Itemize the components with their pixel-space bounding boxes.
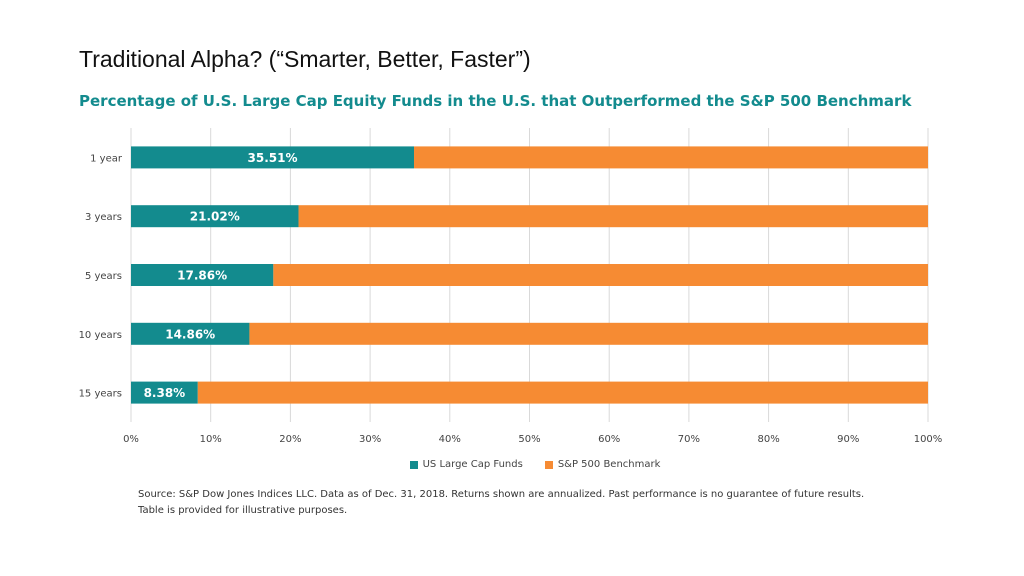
bar-benchmark — [197, 381, 929, 404]
x-tick-label: 50% — [518, 434, 540, 445]
slide-title: Traditional Alpha? (“Smarter, Better, Fa… — [79, 46, 531, 72]
x-tick-label: 80% — [757, 434, 779, 445]
data-label: 17.86% — [177, 269, 227, 283]
labels: 0% 10% 20% 30% 40% 50% 60% 70% 80% 90% 100% 35.51% 1… — [79, 151, 943, 445]
bar-benchmark — [414, 146, 928, 169]
x-tick-label: 70% — [678, 434, 700, 445]
bar-benchmark — [273, 264, 928, 286]
y-category-label: 15 years — [79, 389, 122, 400]
x-tick-label: 90% — [837, 434, 859, 445]
y-category-label: 5 years — [85, 271, 122, 282]
bar-funds — [131, 322, 250, 345]
x-tick-label: 0% — [123, 434, 139, 445]
y-category-label: 1 year — [90, 153, 123, 164]
data-label: 8.38% — [144, 386, 186, 400]
chart-title: Percentage of U.S. Large Cap Equity Fund… — [79, 92, 912, 110]
legend-label-benchmark: S&P 500 Benchmark — [557, 459, 661, 470]
x-tick-label: 10% — [200, 434, 222, 445]
bar-benchmark — [298, 205, 928, 228]
x-tick-label: 30% — [359, 434, 381, 445]
legend-item-funds: US Large Cap Funds — [409, 459, 523, 470]
y-category-label: 3 years — [85, 212, 122, 223]
footnote-disclaimer: Table is provided for illustrative purpo… — [138, 505, 348, 516]
legend-swatch-benchmark — [544, 460, 553, 469]
bar-funds — [131, 264, 274, 286]
bar-funds — [131, 381, 198, 404]
x-tick-label: 40% — [439, 434, 461, 445]
footnote-source: Source: S&P Dow Jones Indices LLC. Data … — [138, 489, 865, 500]
x-tick-label: 60% — [598, 434, 620, 445]
legend-label-funds: US Large Cap Funds — [422, 459, 523, 470]
legend: US Large Cap Funds S&P 500 Benchmark — [0, 459, 1024, 470]
bars — [131, 146, 929, 404]
data-label: 14.86% — [165, 327, 215, 341]
y-category-label: 10 years — [79, 330, 122, 341]
footnote: Source: S&P Dow Jones Indices LLC. Data … — [138, 487, 938, 519]
bar-funds — [131, 205, 299, 228]
data-label: 35.51% — [248, 151, 298, 165]
x-tick-label: 20% — [279, 434, 301, 445]
legend-swatch-funds — [409, 460, 418, 469]
x-tick-label: 100% — [914, 434, 943, 445]
data-label: 21.02% — [190, 210, 240, 224]
bar-funds — [131, 146, 415, 169]
bar-benchmark — [249, 322, 928, 345]
legend-item-benchmark: S&P 500 Benchmark — [544, 459, 661, 470]
